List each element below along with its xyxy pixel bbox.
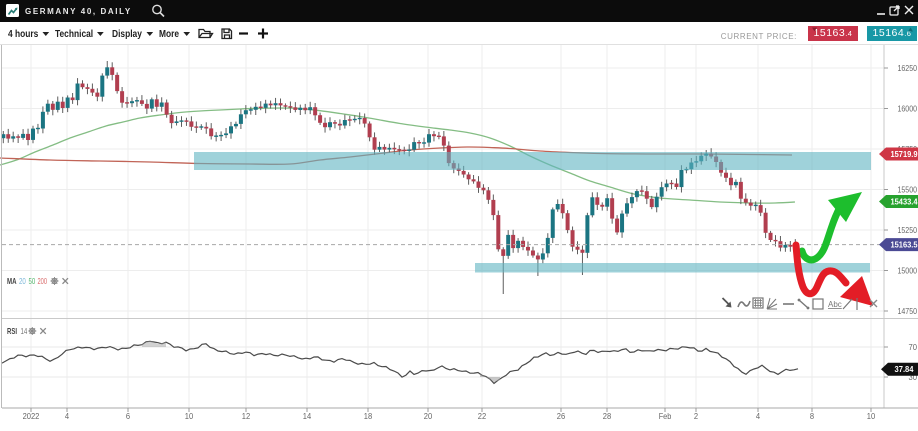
svg-text:28: 28: [603, 411, 612, 421]
svg-text:14: 14: [21, 326, 28, 336]
svg-text:18: 18: [364, 411, 373, 421]
svg-text:4: 4: [756, 411, 760, 421]
svg-text:200: 200: [38, 276, 48, 286]
svg-text:15500: 15500: [898, 185, 918, 195]
svg-text:15163.5: 15163.5: [891, 240, 918, 250]
svg-text:MA: MA: [7, 276, 17, 286]
svg-text:15000: 15000: [898, 266, 918, 276]
svg-text:10: 10: [185, 411, 194, 421]
svg-text:10: 10: [867, 411, 876, 421]
svg-text:Feb: Feb: [659, 411, 672, 421]
svg-text:8: 8: [810, 411, 814, 421]
svg-text:2022: 2022: [23, 411, 40, 421]
svg-text:30: 30: [909, 372, 918, 382]
svg-text:15433.4: 15433.4: [891, 197, 918, 207]
svg-text:RSI: RSI: [7, 326, 17, 336]
svg-text:12: 12: [242, 411, 251, 421]
svg-text:14: 14: [303, 411, 312, 421]
svg-text:22: 22: [478, 411, 487, 421]
svg-text:20: 20: [424, 411, 433, 421]
svg-text:2: 2: [694, 411, 698, 421]
svg-text:15250: 15250: [898, 225, 918, 235]
svg-text:37.84: 37.84: [895, 364, 914, 374]
svg-text:4: 4: [65, 411, 69, 421]
svg-text:6: 6: [126, 411, 130, 421]
svg-text:16000: 16000: [898, 104, 918, 114]
svg-text:20: 20: [19, 276, 26, 286]
svg-text:26: 26: [557, 411, 566, 421]
svg-text:Abc: Abc: [828, 300, 842, 309]
svg-text:16250: 16250: [898, 63, 918, 73]
svg-text:50: 50: [29, 276, 36, 286]
svg-text:70: 70: [909, 342, 918, 352]
svg-text:15719.9: 15719.9: [891, 149, 918, 159]
svg-text:14750: 14750: [898, 306, 918, 316]
